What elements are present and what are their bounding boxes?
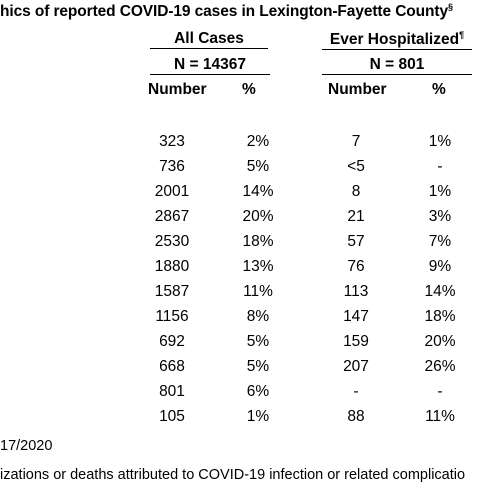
all-percent-cell: 8% xyxy=(246,308,270,325)
all-cases-n: N = 14367 xyxy=(150,56,270,75)
all-cases-header: All Cases xyxy=(150,30,268,49)
all-percent-cell: 20% xyxy=(242,208,274,225)
hosp-number-column-header: Number xyxy=(328,81,387,98)
all-percent-cell: 1% xyxy=(246,408,270,425)
ever-hospitalized-header: Ever Hospitalized¶ xyxy=(322,30,472,50)
hosp-number-cell: 147 xyxy=(343,308,369,325)
hosp-number-cell: - xyxy=(353,383,359,400)
hosp-percent-cell: 18% xyxy=(424,308,456,325)
hosp-number-cell: 57 xyxy=(347,233,365,250)
hosp-percent-cell: 3% xyxy=(428,208,452,225)
hosp-percent-cell: 9% xyxy=(428,258,452,275)
all-number-cell: 1156 xyxy=(155,308,189,325)
hosp-number-cell: 76 xyxy=(347,258,365,275)
hosp-percent-cell: 11% xyxy=(425,408,455,425)
all-number-cell: 1587 xyxy=(154,283,190,300)
all-percent-cell: 13% xyxy=(242,258,274,275)
all-percent-cell: 11% xyxy=(243,283,273,300)
title-footnote-mark: § xyxy=(448,2,453,12)
all-number-cell: 736 xyxy=(159,158,185,175)
table-title: hics of reported COVID-19 cases in Lexin… xyxy=(0,2,453,21)
all-percent-cell: 5% xyxy=(246,333,270,350)
hosp-number-cell: 207 xyxy=(343,358,369,375)
hosp-percent-cell: 14% xyxy=(424,283,456,300)
hosp-percent-cell: 7% xyxy=(428,233,452,250)
hosp-percent-column-header: % xyxy=(432,81,446,98)
all-percent-cell: 6% xyxy=(246,383,270,400)
all-percent-cell: 5% xyxy=(246,158,270,175)
all-number-cell: 692 xyxy=(159,333,185,350)
all-number-cell: 2001 xyxy=(154,183,190,200)
all-percent-cell: 5% xyxy=(246,358,270,375)
all-percent-cell: 18% xyxy=(242,233,274,250)
hosp-percent-cell: - xyxy=(437,383,443,400)
all-number-cell: 105 xyxy=(159,408,185,425)
all-number-cell: 2530 xyxy=(154,233,190,250)
hosp-percent-cell: 1% xyxy=(428,183,452,200)
all-number-cell: 323 xyxy=(159,133,185,150)
all-percent-cell: 14% xyxy=(242,183,274,200)
hosp-percent-cell: 1% xyxy=(428,133,452,150)
all-number-column-header: Number xyxy=(148,81,207,98)
all-number-cell: 668 xyxy=(159,358,185,375)
hosp-number-cell: 159 xyxy=(343,333,369,350)
ever-hospitalized-label: Ever Hospitalized xyxy=(329,31,460,48)
hosp-number-cell: 8 xyxy=(351,183,361,200)
hosp-footnote-mark: ¶ xyxy=(459,30,465,40)
table-title-text: hics of reported COVID-19 cases in Lexin… xyxy=(0,3,448,20)
hosp-number-cell: <5 xyxy=(347,158,365,175)
ever-hospitalized-n: N = 801 xyxy=(322,56,472,75)
footnote-date: 17/2020 xyxy=(0,438,53,454)
hosp-number-cell: 21 xyxy=(347,208,365,225)
all-percent-column-header: % xyxy=(242,81,256,98)
footnote-hospitalization: izations or deaths attributed to COVID-1… xyxy=(0,467,466,483)
all-cases-label: All Cases xyxy=(174,30,244,47)
hosp-percent-cell: - xyxy=(437,158,443,175)
hosp-percent-cell: 26% xyxy=(424,358,456,375)
all-number-cell: 1880 xyxy=(154,258,190,275)
hosp-number-cell: 88 xyxy=(347,408,365,425)
hosp-percent-cell: 20% xyxy=(424,333,456,350)
all-number-cell: 2867 xyxy=(154,208,190,225)
hosp-number-cell: 7 xyxy=(351,133,361,150)
all-number-cell: 801 xyxy=(159,383,185,400)
hosp-number-cell: 113 xyxy=(343,283,369,300)
all-percent-cell: 2% xyxy=(246,133,270,150)
